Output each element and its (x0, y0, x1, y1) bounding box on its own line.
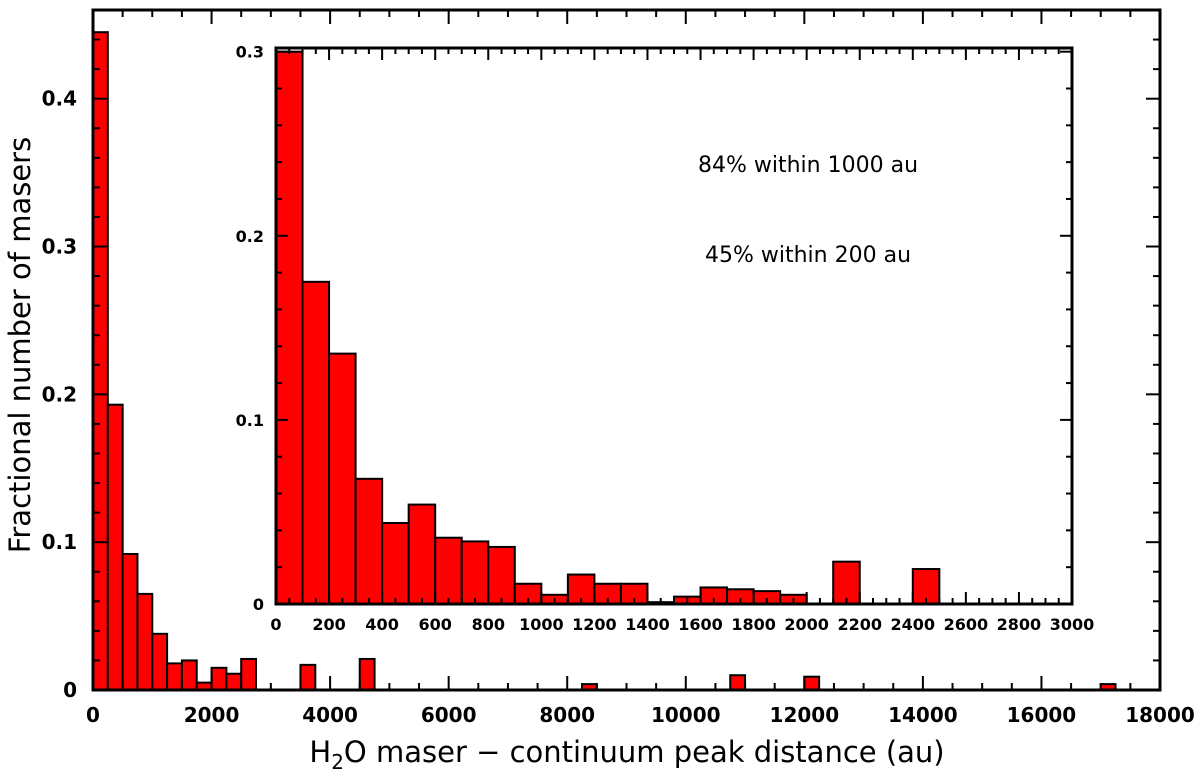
main-x-tick-label: 2000 (184, 703, 240, 727)
main-x-tick-label: 8000 (539, 703, 595, 727)
inset-x-tick-label: 2400 (891, 615, 936, 634)
main-x-tick-label: 4000 (302, 703, 358, 727)
main-x-tick-label: 6000 (421, 703, 477, 727)
main-y-tick-label: 0 (63, 678, 77, 702)
inset-plot-background (276, 48, 1072, 604)
inset-y-tick-label: 0 (253, 595, 264, 614)
main-bar (92, 31, 109, 692)
inset-x-tick-label: 1600 (678, 615, 723, 634)
inset-bar (832, 560, 861, 606)
y-axis-title: Fractional number of masers (3, 137, 37, 553)
main-bar (803, 675, 821, 692)
inset-bar (460, 540, 490, 606)
inset-y-tick-label: 0.1 (236, 411, 264, 430)
inset-histogram: 0 200 400 600 800 1000 1200 1400 1600 1800 2000 220… (236, 43, 1095, 634)
inset-bar (354, 477, 384, 606)
inset-bar (328, 352, 357, 606)
main-y-tick-label: 0.1 (42, 530, 77, 554)
main-x-tick-label: 10000 (651, 703, 721, 727)
x-axis-title-part1: H (309, 735, 331, 769)
x-axis-title: H2O maser − continuum peak distance (au) (309, 735, 944, 774)
inset-x-tick-label: 1200 (572, 615, 617, 634)
inset-x-tick-label: 400 (365, 615, 398, 634)
inset-x-tick-label: 1800 (731, 615, 776, 634)
inset-x-tick-label: 2000 (784, 615, 829, 634)
main-bar (729, 674, 747, 692)
main-bar (136, 592, 154, 691)
main-bar (121, 553, 139, 691)
main-bar (240, 657, 258, 692)
inset-bar (407, 503, 437, 606)
inset-bar (275, 50, 304, 605)
inset-x-tick-label: 2200 (837, 615, 882, 634)
main-bar (151, 632, 169, 692)
inset-x-tick-label: 1000 (519, 615, 564, 634)
main-bar (225, 672, 243, 692)
inset-y-tick-label: 0.2 (236, 227, 264, 246)
inset-bar (434, 536, 463, 606)
inset-x-tick-label: 0 (270, 615, 281, 634)
main-bar (210, 666, 228, 692)
main-y-tick-label: 0.2 (42, 382, 77, 406)
inset-x-tick-label: 800 (472, 615, 505, 634)
main-x-tick-label: 18000 (1125, 703, 1195, 727)
inset-x-tick-label: 3000 (1050, 615, 1095, 634)
main-y-tick-label: 0.3 (42, 235, 77, 259)
main-bar (299, 663, 317, 692)
main-y-tick-label: 0.4 (42, 87, 77, 111)
inset-bar (301, 280, 331, 605)
inset-bar (487, 545, 516, 605)
main-x-tick-label: 16000 (1007, 703, 1077, 727)
main-x-tick-label: 0 (86, 703, 100, 727)
main-bar (166, 662, 183, 691)
inset-x-tick-label: 1400 (625, 615, 670, 634)
inset-y-tick-label: 0.3 (236, 43, 264, 62)
x-axis-title-part2: O maser − continuum peak distance (au) (344, 735, 945, 769)
inset-bar (381, 521, 410, 605)
inset-x-tick-label: 600 (418, 615, 451, 634)
main-bar (106, 403, 124, 691)
main-x-tick-label: 14000 (888, 703, 958, 727)
annotation-45pct: 45% within 200 au (705, 243, 911, 268)
annotation-84pct: 84% within 1000 au (698, 153, 918, 178)
main-x-tick-label: 12000 (770, 703, 840, 727)
main-histogram: 0 2000 4000 6000 8000 10000 12000 14000 16000 180… (42, 8, 1195, 727)
inset-x-tick-label: 200 (312, 615, 345, 634)
inset-x-tick-label: 2600 (944, 615, 989, 634)
main-bar (358, 657, 376, 692)
x-axis-title-subscript: 2 (331, 750, 344, 774)
inset-x-tick-label: 2800 (997, 615, 1042, 634)
main-bar (180, 659, 198, 691)
